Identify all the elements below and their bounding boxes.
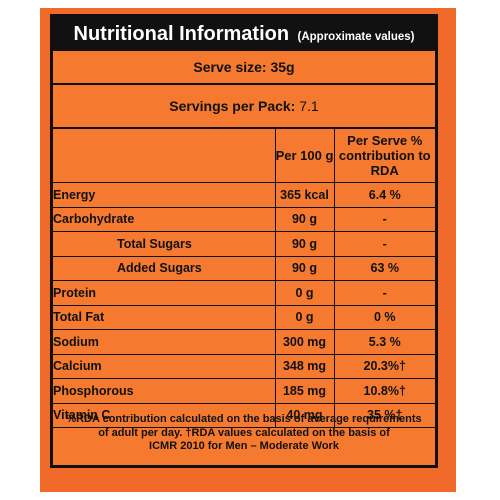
per-100g-value: 0 g xyxy=(274,280,335,306)
per-100g-value: 365 kcal xyxy=(274,182,335,208)
per-100g-value: 90 g xyxy=(274,206,335,232)
label-subtitle: (Approximate values) xyxy=(297,31,415,43)
rda-value: 0 % xyxy=(333,304,435,330)
nutrient-name: Sodium xyxy=(53,329,276,355)
table-row: Protein 0 g- xyxy=(53,280,435,306)
footnote-line: of adult per day. †RDA values calculated… xyxy=(98,426,390,439)
table-row: Sodium 300 mg 5.3 % xyxy=(53,329,435,355)
rda-value: - xyxy=(333,231,435,257)
nutrition-table: Per 100 g Per Serve % contribution to RD… xyxy=(53,129,435,428)
table-row: Phosphorous 185 mg 10.8%† xyxy=(53,378,435,404)
nutrient-name: Vitamin C xyxy=(53,402,276,428)
header-rda: Per Serve % contribution to RDA xyxy=(333,129,435,183)
footnote: %RDA contribution calculated on the basi… xyxy=(53,413,435,454)
table-row: Calcium 348 mg 20.3%† xyxy=(53,353,435,379)
nutrient-name: Phosphorous xyxy=(53,378,276,404)
nutrient-name: Added Sugars xyxy=(53,255,276,281)
nutrient-name: Total Sugars xyxy=(53,231,276,257)
servings-label: Servings per Pack: xyxy=(169,98,296,114)
footnote-line: ICMR 2010 for Men – Moderate Work xyxy=(149,440,339,452)
rda-value: 5.3 % xyxy=(333,329,435,355)
table-row: Energy 365 kcal 6.4 % xyxy=(53,182,435,208)
table-row: Added Sugars 90 g 63 % xyxy=(53,255,435,281)
per-100g-value: 348 mg xyxy=(274,353,335,379)
label-title: Nutritional Information xyxy=(73,23,290,45)
nutrition-label: Nutritional Information (Approximate val… xyxy=(50,14,438,468)
per-100g-value: 40 mg xyxy=(274,402,335,428)
rda-value: 20.3%† xyxy=(333,353,435,379)
per-100g-value: 300 mg xyxy=(274,329,335,355)
table-row: Vitamin C 40 mg 35 %† xyxy=(53,402,435,428)
table-header-row: Per 100 g Per Serve % contribution to RD… xyxy=(53,129,435,183)
serve-size: Serve size: 35g xyxy=(53,51,435,85)
per-100g-value: 90 g xyxy=(274,255,335,281)
rda-value: 6.4 % xyxy=(333,182,435,208)
servings-value: 7.1 xyxy=(299,98,319,114)
table-row: Total Sugars 90 g- xyxy=(53,231,435,257)
table-row: Carbohydrate 90 g- xyxy=(53,206,435,232)
per-100g-value: 0 g xyxy=(274,304,335,330)
rda-value: - xyxy=(333,206,435,232)
rda-value: 63 % xyxy=(333,255,435,281)
nutrient-name: Calcium xyxy=(53,353,276,379)
footnote-line: %RDA contribution calculated on the basi… xyxy=(66,413,422,425)
rda-value: 35 %† xyxy=(333,402,435,428)
rda-value: - xyxy=(333,280,435,306)
header-nutrient xyxy=(53,129,276,183)
nutrient-name: Protein xyxy=(53,280,276,306)
per-100g-value: 90 g xyxy=(274,231,335,257)
nutrient-name: Total Fat xyxy=(53,304,276,330)
nutrient-name: Carbohydrate xyxy=(53,206,276,232)
title-bar: Nutritional Information (Approximate val… xyxy=(53,17,435,51)
per-100g-value: 185 mg xyxy=(274,378,335,404)
rda-value: 10.8%† xyxy=(333,378,435,404)
servings-per-pack: Servings per Pack: 7.1 xyxy=(53,85,435,129)
nutrient-name: Energy xyxy=(53,182,276,208)
header-per-100g: Per 100 g xyxy=(274,129,335,183)
